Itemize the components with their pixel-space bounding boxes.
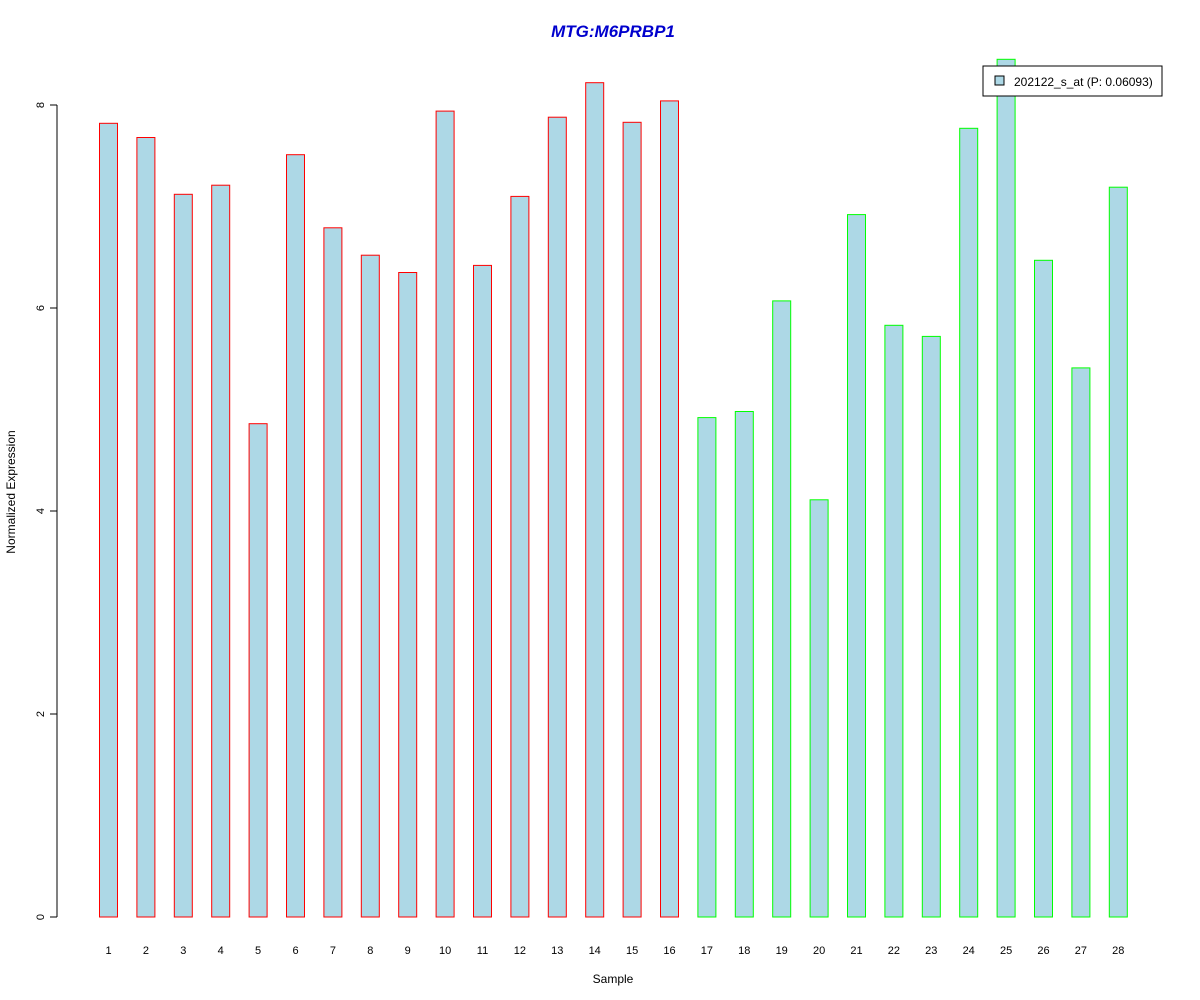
x-tick-label: 20 xyxy=(813,945,825,957)
x-tick-label: 1 xyxy=(105,945,111,957)
x-tick-label: 8 xyxy=(367,945,373,957)
bar-sample-15 xyxy=(622,121,642,918)
bar-sample-24 xyxy=(959,127,979,918)
legend-box xyxy=(982,65,1163,97)
x-tick-label: 11 xyxy=(477,945,488,957)
x-tick-label: 19 xyxy=(776,945,788,957)
bar-sample-9 xyxy=(398,272,418,918)
x-tick-label: 16 xyxy=(663,945,675,957)
bar-sample-19 xyxy=(772,300,792,918)
bar-sample-16 xyxy=(660,100,679,918)
x-tick-label: 12 xyxy=(514,945,526,957)
x-tick-label: 13 xyxy=(551,945,563,957)
x-tick-label: 22 xyxy=(888,945,900,957)
bar-sample-12 xyxy=(510,195,530,918)
bar-sample-5 xyxy=(248,423,268,918)
x-tick-label: 25 xyxy=(1000,945,1012,957)
bar-sample-25 xyxy=(996,58,1016,918)
bar-sample-17 xyxy=(697,417,717,918)
y-tick-label: 6 xyxy=(35,305,47,311)
bar-sample-20 xyxy=(809,499,829,918)
legend: 202122_s_at (P: 0.06093) xyxy=(982,65,1163,97)
bar-sample-22 xyxy=(884,324,904,918)
x-tick-label: 6 xyxy=(292,945,298,957)
bar-sample-18 xyxy=(734,411,754,918)
bar-sample-11 xyxy=(473,264,492,918)
x-tick-label: 28 xyxy=(1112,945,1124,957)
x-tick-label: 24 xyxy=(963,945,975,957)
y-tick-label: 0 xyxy=(35,914,47,920)
bar-sample-3 xyxy=(173,193,193,918)
x-tick-label: 3 xyxy=(180,945,186,957)
bar-sample-13 xyxy=(547,116,567,918)
x-tick-labels: 1 2 3 4 5 6 7 8 9 10 11 12 13 14 15 16 17 18 19 20 21 22 23 24 2… xyxy=(105,945,1124,957)
x-tick-label: 7 xyxy=(330,945,336,957)
bar-sample-10 xyxy=(435,110,455,918)
bar-sample-21 xyxy=(847,214,866,918)
bar-sample-7 xyxy=(323,227,343,918)
x-tick-label: 26 xyxy=(1037,945,1049,957)
x-tick-label: 10 xyxy=(439,945,451,957)
y-axis-label: Normalized Expression xyxy=(4,430,18,553)
x-tick-label: 18 xyxy=(738,945,750,957)
y-tick-label: 2 xyxy=(35,711,47,717)
y-tick-label: 8 xyxy=(35,102,47,108)
y-tick-label: 4 xyxy=(35,508,47,514)
legend-label: 202122_s_at (P: 0.06093) xyxy=(1014,75,1153,89)
legend-swatch xyxy=(994,75,1005,86)
bar-sample-27 xyxy=(1071,367,1091,918)
x-tick-label: 4 xyxy=(218,945,224,957)
bar-sample-28 xyxy=(1108,186,1128,918)
bar-sample-8 xyxy=(360,254,380,918)
chart-title: MTG:M6PRBP1 xyxy=(551,22,675,41)
x-axis-label: Sample xyxy=(593,972,634,986)
bar-sample-2 xyxy=(136,137,156,918)
bar-sample-6 xyxy=(286,154,305,918)
bar-sample-1 xyxy=(99,122,118,918)
x-tick-label: 23 xyxy=(925,945,937,957)
y-axis: 0 2 4 6 8 xyxy=(35,102,58,920)
bar-sample-23 xyxy=(921,335,941,918)
x-tick-label: 17 xyxy=(701,945,713,957)
bar-sample-14 xyxy=(585,82,605,918)
x-tick-label: 27 xyxy=(1075,945,1087,957)
x-tick-label: 14 xyxy=(589,945,601,957)
x-tick-label: 2 xyxy=(143,945,149,957)
bar-sample-26 xyxy=(1034,259,1053,918)
bar-sample-4 xyxy=(211,184,231,918)
x-tick-label: 21 xyxy=(850,945,862,957)
x-tick-label: 9 xyxy=(405,945,411,957)
bars xyxy=(99,58,1128,918)
x-tick-label: 15 xyxy=(626,945,638,957)
x-tick-label: 5 xyxy=(255,945,261,957)
